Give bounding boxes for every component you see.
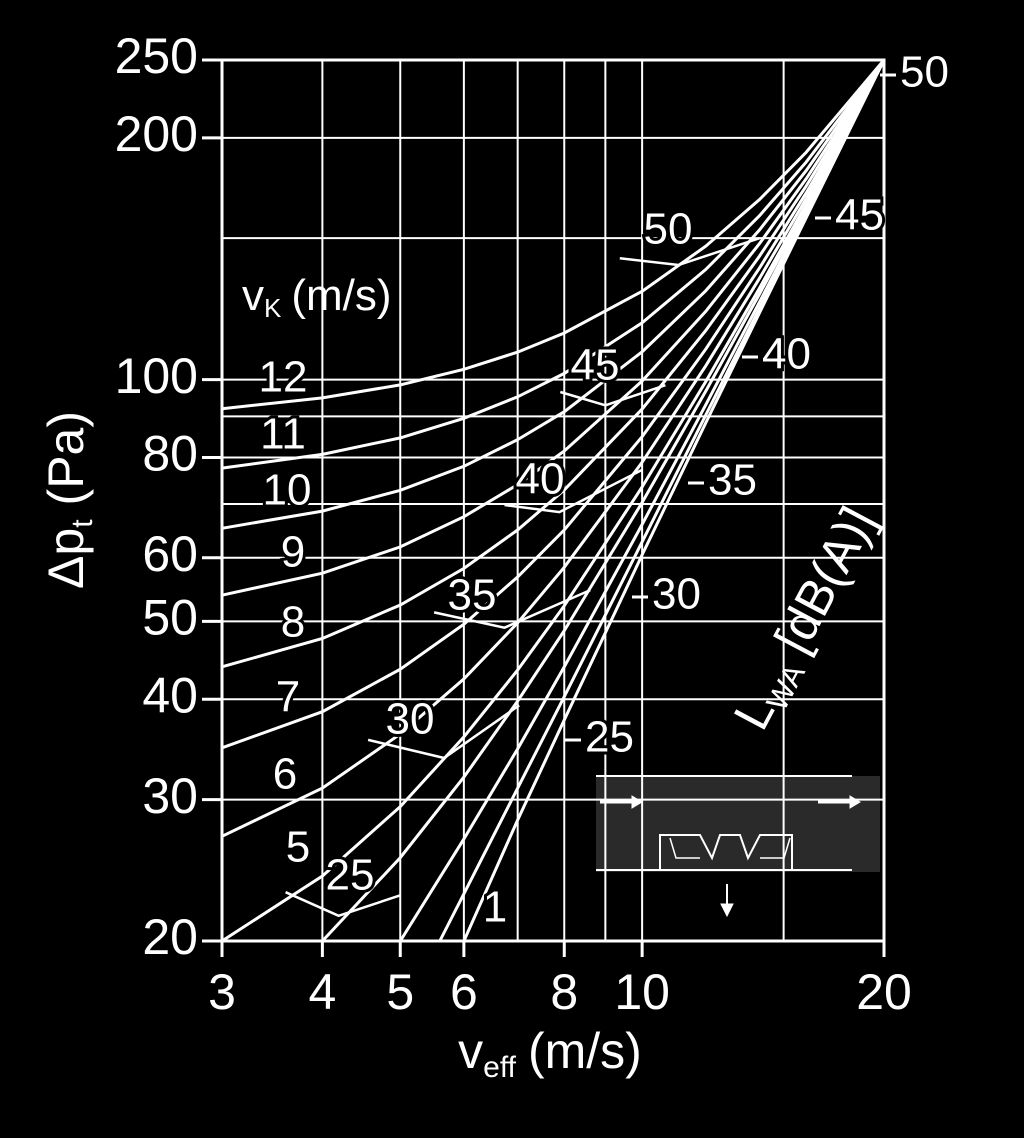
noise-arc — [285, 891, 401, 918]
y-tick-label: 250 — [115, 28, 198, 84]
noise-arc-label: 45 — [571, 341, 620, 390]
y-tick-label: 20 — [142, 909, 198, 965]
noise-arc-label: 40 — [516, 455, 565, 504]
y-label-unit: (Pa) — [38, 411, 94, 505]
noise-tick-label: 50 — [900, 48, 949, 97]
curve-label: 7 — [276, 673, 300, 722]
curve — [221, 59, 886, 411]
curve — [221, 59, 886, 943]
y-tick-label: 200 — [115, 106, 198, 162]
noise-arc — [504, 468, 643, 514]
noise-arc-label: 50 — [644, 205, 693, 254]
y-axis-label: Δpt (Pa) — [38, 411, 99, 589]
curve-label: 12 — [259, 353, 308, 402]
noise-tick-label: 40 — [762, 330, 811, 379]
curve — [321, 59, 886, 943]
y-tick-label: 40 — [142, 667, 198, 723]
curve-label: 10 — [263, 466, 312, 515]
y-tick-label: 80 — [142, 426, 198, 482]
x-tick-label: 5 — [386, 964, 414, 1020]
curve-title-sub: K — [264, 293, 282, 323]
x-tick-label: 6 — [450, 964, 478, 1020]
y-tick-label: 30 — [142, 768, 198, 824]
noise-arc — [619, 237, 760, 267]
curve — [399, 59, 886, 942]
y-tick-label: 60 — [142, 526, 198, 582]
y-label-sub: t — [66, 519, 99, 528]
curve — [221, 59, 886, 530]
inset-area — [596, 776, 880, 872]
curve — [462, 59, 886, 942]
curve-label: 9 — [281, 528, 305, 577]
curve-label: 6 — [273, 750, 297, 799]
x-tick-label: 8 — [550, 964, 578, 1020]
y-label-main: Δp — [38, 528, 94, 589]
noise-tick-label: 25 — [585, 713, 634, 762]
curve-label: 5 — [286, 823, 310, 872]
x-tick-label: 3 — [208, 964, 236, 1020]
curve-title-main: v — [242, 271, 264, 320]
curve-label: 1 — [483, 883, 507, 932]
x-label-sub: eff — [483, 1051, 516, 1084]
curve-label: 8 — [281, 598, 305, 647]
curve-title-unit: (m/s) — [291, 271, 391, 320]
noise-arc — [433, 588, 591, 630]
curve — [221, 59, 886, 669]
noise-arc-label: 30 — [386, 695, 435, 744]
noise-arc — [367, 704, 520, 760]
noise-arc-label: 35 — [448, 571, 497, 620]
curve — [221, 59, 886, 750]
x-label-main: v — [458, 1023, 483, 1079]
curve — [221, 59, 886, 470]
noise-tick-label: 45 — [835, 191, 884, 240]
x-label-unit: (m/s) — [528, 1023, 642, 1079]
x-tick-label: 4 — [308, 964, 336, 1020]
noise-arc-label: 25 — [326, 851, 375, 900]
y-tick-label: 100 — [115, 348, 198, 404]
x-tick-label: 10 — [614, 964, 670, 1020]
x-tick-label: 20 — [856, 964, 912, 1020]
curve — [221, 59, 886, 838]
x-axis-label: veff (m/s) — [458, 1023, 642, 1084]
curve — [221, 59, 886, 597]
curve-label: 11 — [260, 410, 306, 459]
curve-title: vK (m/s) — [242, 271, 392, 323]
inset-outlet — [645, 834, 808, 871]
noise-tick-label: 30 — [652, 570, 701, 619]
y-tick-label: 50 — [142, 590, 198, 646]
inset-arrow-head — [720, 903, 734, 918]
noise-arc — [559, 384, 666, 407]
plot-frame — [220, 58, 886, 943]
noise-tick-label: 35 — [708, 456, 757, 505]
